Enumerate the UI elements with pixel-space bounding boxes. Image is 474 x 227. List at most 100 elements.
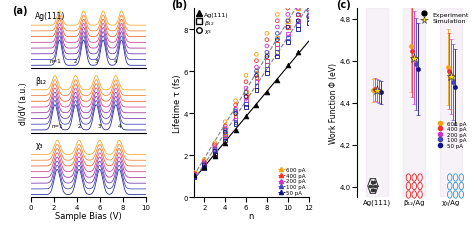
Text: (b): (b) — [171, 0, 187, 10]
Point — [273, 14, 281, 17]
Point — [221, 120, 229, 124]
Point — [284, 32, 292, 36]
Point — [190, 173, 198, 176]
Point — [263, 32, 271, 36]
Point — [201, 166, 208, 170]
Point — [263, 64, 271, 67]
Point — [263, 72, 271, 76]
Point — [221, 131, 229, 134]
Point — [201, 165, 208, 169]
Point — [201, 160, 208, 164]
Point — [305, 3, 312, 7]
Point — [305, 1, 312, 5]
Point — [211, 150, 219, 153]
Point — [232, 112, 239, 116]
Point — [232, 122, 239, 126]
Point — [294, 28, 302, 32]
Point — [190, 175, 198, 178]
Text: 3: 3 — [94, 59, 98, 64]
Point — [190, 172, 198, 175]
Point — [263, 51, 271, 55]
Point — [221, 137, 229, 141]
Point — [284, 7, 292, 11]
Point — [211, 148, 219, 151]
Point — [211, 154, 219, 158]
Point — [211, 150, 219, 153]
Point — [305, 18, 312, 21]
Point — [273, 79, 281, 82]
Text: χ₃: χ₃ — [36, 141, 43, 150]
Point — [305, 16, 312, 19]
Point — [273, 55, 281, 59]
Bar — [440, 9, 462, 197]
Point — [253, 81, 260, 84]
Text: 3: 3 — [98, 123, 101, 128]
Text: Ag(111): Ag(111) — [36, 12, 66, 21]
Point — [232, 120, 239, 124]
Point — [232, 108, 239, 111]
Bar — [403, 9, 425, 197]
Point — [253, 66, 260, 69]
Point — [253, 89, 260, 93]
Point — [242, 95, 250, 99]
Point — [201, 164, 208, 168]
Point — [242, 87, 250, 90]
Point — [201, 162, 208, 166]
Point — [201, 161, 208, 165]
Legend: 600 pA, 400 pA, 200 pA, 100 pA, 50 pA: 600 pA, 400 pA, 200 pA, 100 pA, 50 pA — [434, 121, 466, 148]
Point — [253, 70, 260, 74]
Point — [253, 74, 260, 78]
Point — [232, 99, 239, 103]
Point — [253, 76, 260, 80]
Point — [211, 152, 219, 155]
Point — [253, 53, 260, 57]
Point — [273, 32, 281, 36]
Point — [273, 43, 281, 47]
Point — [221, 139, 229, 143]
Point — [242, 103, 250, 106]
Legend: 600 pA, 400 pA, 200 pA, 100 pA, 50 pA: 600 pA, 400 pA, 200 pA, 100 pA, 50 pA — [278, 168, 306, 195]
Point — [305, 9, 312, 13]
Point — [253, 85, 260, 88]
Point — [294, 1, 302, 5]
Point — [263, 45, 271, 49]
Point — [211, 146, 219, 149]
Point — [190, 174, 198, 177]
Text: (a): (a) — [12, 6, 28, 16]
X-axis label: Sample Bias (V): Sample Bias (V) — [55, 211, 122, 220]
Text: (c): (c) — [336, 0, 351, 10]
Point — [211, 153, 219, 156]
Point — [190, 176, 198, 179]
Point — [201, 163, 208, 167]
Point — [242, 106, 250, 109]
Text: 4: 4 — [118, 123, 121, 128]
Point — [211, 148, 219, 151]
Point — [242, 81, 250, 84]
Point — [242, 91, 250, 95]
Point — [284, 41, 292, 44]
Point — [211, 155, 219, 158]
Point — [294, 51, 302, 55]
Point — [242, 115, 250, 119]
Point — [305, 7, 312, 11]
Point — [190, 174, 198, 177]
Text: β₁₂: β₁₂ — [36, 76, 46, 85]
Point — [263, 91, 271, 95]
Point — [201, 161, 208, 165]
Point — [221, 129, 229, 132]
Point — [294, 14, 302, 17]
Point — [294, 24, 302, 28]
Point — [284, 26, 292, 30]
Point — [273, 26, 281, 30]
Point — [294, 20, 302, 23]
Point — [190, 170, 198, 174]
Point — [263, 53, 271, 57]
Point — [253, 72, 260, 76]
Point — [294, 7, 302, 11]
Point — [305, 22, 312, 26]
Text: n=1: n=1 — [51, 123, 63, 128]
Point — [273, 37, 281, 40]
Point — [263, 68, 271, 72]
Point — [190, 172, 198, 175]
Point — [294, 14, 302, 17]
